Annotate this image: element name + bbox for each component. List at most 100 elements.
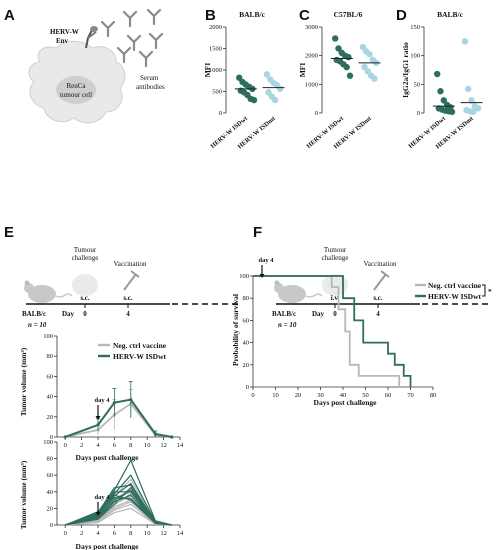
chart-e-individual-xtick-label: 2 [80, 530, 83, 537]
day0-f: 0 [333, 310, 337, 318]
chart-c-point [345, 53, 352, 61]
chart-e-individual-series-line [65, 486, 172, 526]
chart-d-point [448, 108, 456, 116]
serum-label-line2: antibodies [136, 83, 165, 91]
chart-b-point [250, 96, 258, 104]
chart-b-point [276, 85, 284, 93]
route-vaccine-f: s.c. [373, 294, 383, 302]
chart-e-mean-series-line [64, 398, 172, 438]
chart-e-individual-xlabel: Days post challenge [76, 542, 140, 550]
cell-label-line1: RenCa [66, 82, 86, 90]
chart-f-xtick-label: 50 [362, 392, 369, 399]
chart-b-point [263, 71, 271, 78]
chart-e-mean-ytick-label: 20 [47, 414, 54, 421]
chart-c-ytick-label: 1000 [305, 81, 318, 88]
chart-e-mean-annotation: day 4 [95, 397, 111, 404]
chart-f-xtick-label: 0 [251, 392, 254, 399]
mouse-icon [24, 280, 73, 303]
chart-b-ytick-label: 500 [212, 89, 222, 96]
chart-e-mean-ytick-label: 80 [47, 353, 54, 360]
chart-e-individual-ytick-label: 20 [47, 505, 54, 512]
mouse-icon [274, 280, 323, 303]
chart-f-ytick-label: 100 [239, 273, 249, 280]
chart-e-mean-xtick-label: 12 [160, 442, 167, 449]
chart-e-individual-annotation: day 4 [95, 494, 111, 501]
chart-d-point [434, 70, 441, 78]
n-label-f: n = 10 [278, 321, 297, 329]
chart-b-ytick-label: 1500 [209, 46, 222, 53]
chart-f: Probability of survival Days post challe… [231, 257, 492, 407]
chart-e-mean-ytick-label: 40 [47, 394, 54, 401]
challenge-label-f-1: Tumour [324, 246, 347, 254]
chart-e-individual-annotation-arrowhead [95, 512, 101, 516]
chart-c-point [332, 35, 339, 42]
chart-e-mean-point [170, 435, 174, 439]
chart-e-mean-xtick-label: 4 [96, 442, 100, 449]
panel-label-e: E [4, 224, 14, 241]
chart-b-ytick-label: 1000 [209, 67, 222, 74]
chart-f-xtick-label: 70 [407, 392, 414, 399]
chart-d-point [461, 38, 469, 45]
panel-label-c: C [299, 7, 310, 24]
chart-d-ytick-label: 100 [410, 53, 420, 60]
chart-e-individual-xtick-label: 0 [64, 530, 67, 537]
panel-label-b: B [205, 7, 216, 24]
chart-e-individual-ytick-label: 100 [43, 439, 53, 446]
chart-c-point [343, 63, 350, 71]
route-vaccine-e: s.c. [123, 294, 133, 302]
chart-e-individual-series-line [65, 507, 172, 526]
chart-f-xtick-label: 20 [295, 392, 302, 399]
chart-e-individual-ytick-label: 80 [47, 456, 54, 463]
chart-c-ytick-label: 0 [315, 110, 318, 117]
chart-b-ytick-label: 0 [219, 110, 222, 117]
vaccination-label-f: Vaccination [363, 260, 397, 268]
env-protein-icon [85, 26, 98, 49]
chart-e-individual-xtick-label: 12 [160, 530, 167, 537]
chart-e-mean-point [129, 398, 133, 402]
mouse-label-e: BALB/c [22, 310, 46, 318]
syringe-icon [373, 270, 390, 291]
chart-c-ytick-label: 3000 [305, 24, 318, 31]
chart-b-ytick-label: 2000 [209, 24, 222, 31]
chart-d-title: BALB/c [437, 10, 464, 19]
chart-f-legend-label: HERV-W ISDwt [428, 292, 482, 301]
chart-e-mean-point [153, 432, 157, 436]
chart-e-mean-ytick-label: 60 [47, 373, 54, 380]
chart-f-annotation: day 4 [259, 257, 275, 264]
chart-e-mean-xlabel: Days post challenge [76, 453, 140, 462]
chart-e-mean-ytick-label: 100 [43, 333, 53, 340]
cell-label-line2: tumour cell [60, 91, 92, 99]
chart-e-individual-ytick-label: 40 [47, 489, 54, 496]
chart-f-xtick-label: 10 [272, 392, 279, 399]
chart-c-ytick-label: 2000 [305, 53, 318, 60]
chart-e-individual-xtick-label: 14 [177, 530, 184, 537]
panel-label-d: D [396, 7, 407, 24]
day-label-e: Day [62, 310, 75, 318]
chart-e-individual-series-line [64, 494, 172, 526]
chart-e-mean-point [96, 423, 100, 427]
chart-e-mean-legend-label: Neg. ctrl vaccine [113, 341, 167, 350]
chart-f-xtick-label: 40 [340, 392, 347, 399]
chart-f-ytick-label: 80 [243, 295, 250, 302]
chart-c-title: C57BL/6 [334, 10, 363, 19]
chart-e-individual: Tumor volume (mm³) Days post challenge 0… [19, 439, 184, 550]
chart-e-mean-xtick-label: 14 [177, 442, 184, 449]
chart-f-xlabel: Days post challenge [314, 398, 378, 407]
chart-e-individual-ylabel: Tumor volume (mm³) [19, 460, 28, 529]
chart-d-ytick-label: 50 [414, 81, 421, 88]
chart-f-ytick-label: 20 [243, 362, 250, 369]
chart-e-individual-xtick-label: 10 [144, 530, 151, 537]
chart-e-individual-ytick-label: 60 [47, 472, 54, 479]
chart-e-mean-ylabel: Tumor volume (mm³) [19, 347, 28, 416]
chart-e-mean-xtick-label: 2 [80, 442, 83, 449]
panel-label-f: F [253, 224, 262, 241]
chart-e-mean: Tumor volume (mm³) Days post challenge 0… [19, 333, 184, 462]
chart-e-mean-point [112, 401, 116, 405]
chart-e-mean-xtick-label: 6 [113, 442, 117, 449]
chart-d-point [469, 108, 477, 116]
chart-e-mean-point [63, 435, 67, 439]
chart-c-ylabel: MFI [298, 63, 307, 78]
env-label-line2: Env [56, 37, 69, 45]
syringe-site-icon [72, 274, 98, 296]
